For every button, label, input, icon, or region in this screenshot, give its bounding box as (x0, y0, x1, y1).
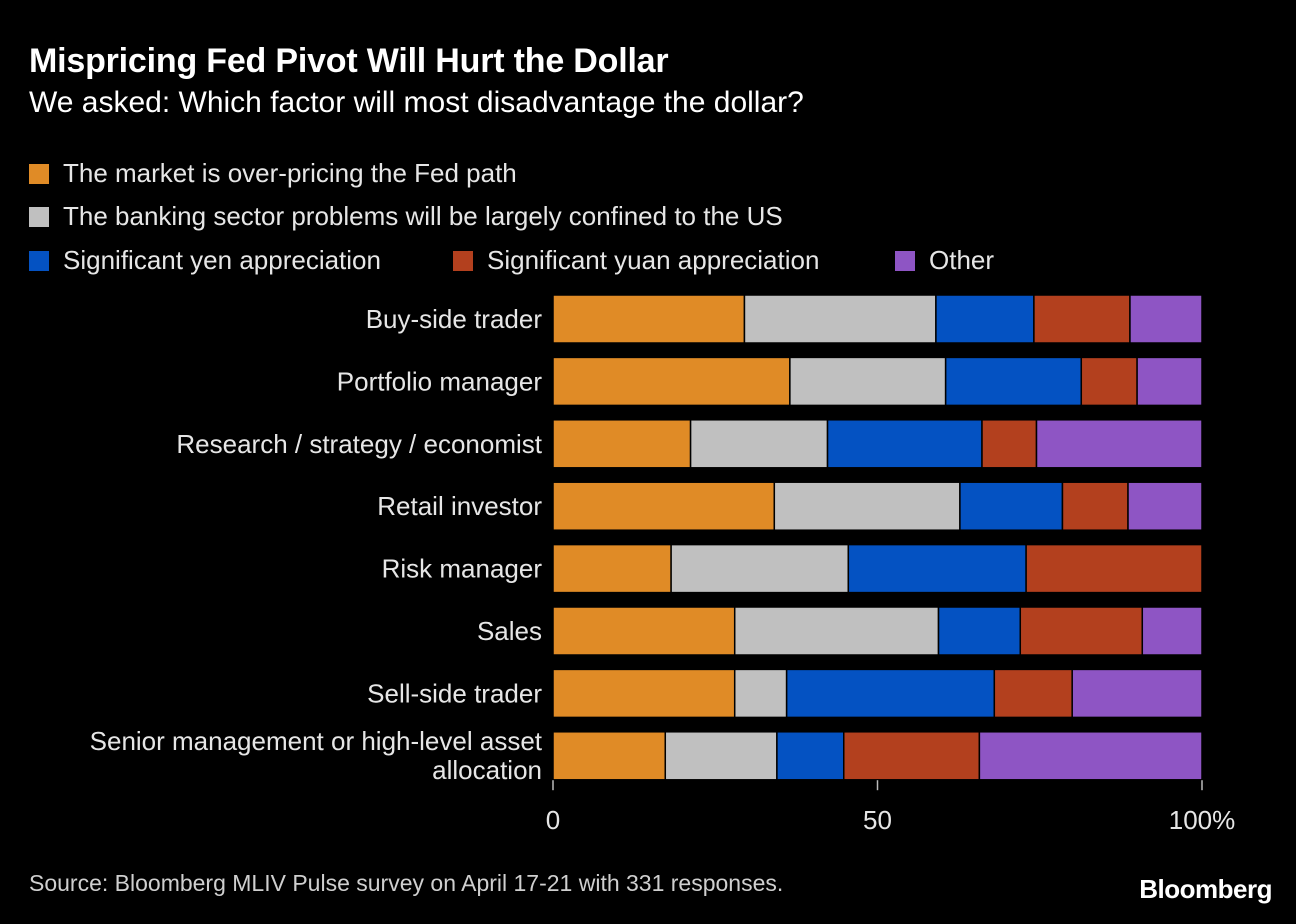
legend-swatch-fed-path (29, 163, 49, 184)
bar-research-strategy-economist-series-2 (826, 419, 983, 469)
bar-buy-side-trader-series-4 (1129, 294, 1203, 344)
legend-item-yen: Significant yen appreciation (29, 245, 381, 276)
bar-retail-investor-series-2 (959, 481, 1064, 531)
bar-sell-side-trader-series-4 (1071, 668, 1203, 719)
bar-senior-management-or-high-level-asset-allocation-series-0 (552, 731, 667, 781)
bar-retail-investor-series-1 (773, 481, 961, 531)
bar-buy-side-trader-series-2 (935, 294, 1035, 344)
bar-risk-manager-series-2 (847, 543, 1027, 594)
legend: The market is over-pricing the Fed path … (29, 0, 1269, 300)
category-label-sell-side-trader: Sell-side trader (367, 678, 542, 708)
bar-research-strategy-economist-series-3 (981, 419, 1038, 469)
bar-risk-manager-series-0 (552, 543, 672, 594)
bar-sales-series-2 (937, 606, 1022, 656)
bar-retail-investor-series-0 (552, 481, 776, 531)
source-note: Source: Bloomberg MLIV Pulse survey on A… (29, 870, 784, 896)
category-label-portfolio-manager: Portfolio manager (337, 366, 543, 396)
bar-risk-manager-series-1 (670, 543, 850, 594)
bar-sales-series-3 (1019, 606, 1144, 656)
bar-research-strategy-economist-series-4 (1035, 419, 1203, 469)
category-label-sales: Sales (477, 616, 542, 646)
x-tick-label-50: 50 (863, 805, 892, 835)
legend-item-yuan: Significant yuan appreciation (453, 245, 819, 276)
x-tick-label-100: 100% (1169, 805, 1236, 835)
legend-swatch-yen (29, 250, 49, 271)
legend-item-fed-path: The market is over-pricing the Fed path (29, 158, 517, 189)
bar-buy-side-trader-series-3 (1033, 294, 1131, 344)
bar-portfolio-manager-series-1 (789, 356, 947, 407)
bar-sell-side-trader-series-0 (552, 668, 736, 719)
bar-sell-side-trader-series-3 (993, 668, 1073, 719)
bar-senior-management-or-high-level-asset-allocation-series-3 (843, 731, 981, 781)
bar-research-strategy-economist-series-0 (552, 419, 692, 469)
bar-sales-series-1 (733, 606, 940, 656)
legend-label-other: Other (929, 245, 995, 275)
bar-research-strategy-economist-series-1 (689, 419, 829, 469)
legend-swatch-yuan (453, 250, 473, 271)
bar-sell-side-trader-series-1 (733, 668, 788, 719)
category-label-senior-management-or-high-level-asset-allocation: Senior management or high-level asset all… (90, 726, 543, 785)
bar-sales-series-0 (552, 606, 736, 656)
legend-label-yuan: Significant yuan appreciation (487, 245, 820, 275)
bar-senior-management-or-high-level-asset-allocation-series-1 (664, 731, 778, 781)
x-tick-label-0: 0 (546, 805, 560, 835)
legend-label-yen: Significant yen appreciation (63, 245, 381, 275)
legend-item-banking: The banking sector problems will be larg… (29, 201, 783, 232)
category-label-buy-side-trader: Buy-side trader (366, 304, 543, 334)
category-label-risk-manager: Risk manager (382, 554, 543, 584)
bar-senior-management-or-high-level-asset-allocation-series-4 (978, 731, 1203, 781)
bar-senior-management-or-high-level-asset-allocation-series-2 (776, 731, 845, 781)
bar-buy-side-trader-series-1 (743, 294, 937, 344)
category-label-retail-investor: Retail investor (377, 491, 542, 521)
bar-sales-series-4 (1141, 606, 1203, 656)
bar-retail-investor-series-4 (1127, 481, 1203, 531)
bloomberg-logo: Bloomberg (1139, 874, 1272, 904)
bar-buy-side-trader-series-0 (552, 294, 746, 344)
bar-portfolio-manager-series-2 (944, 356, 1083, 407)
legend-item-other: Other (895, 245, 994, 276)
legend-swatch-other (895, 250, 915, 271)
bar-portfolio-manager-series-0 (552, 356, 791, 407)
legend-label-fed-path: The market is over-pricing the Fed path (63, 158, 517, 188)
chart-subtitle: We asked: Which factor will most disadva… (29, 86, 804, 119)
bar-portfolio-manager-series-3 (1080, 356, 1138, 407)
legend-swatch-banking (29, 206, 49, 227)
category-label-research-strategy-economist: Research / strategy / economist (176, 429, 542, 459)
bar-sell-side-trader-series-2 (785, 668, 996, 719)
legend-label-banking: The banking sector problems will be larg… (63, 201, 783, 231)
bar-risk-manager-series-3 (1025, 543, 1203, 594)
bar-retail-investor-series-3 (1061, 481, 1129, 531)
bar-portfolio-manager-series-4 (1136, 356, 1203, 407)
chart-title: Mispricing Fed Pivot Will Hurt the Dolla… (29, 42, 669, 80)
